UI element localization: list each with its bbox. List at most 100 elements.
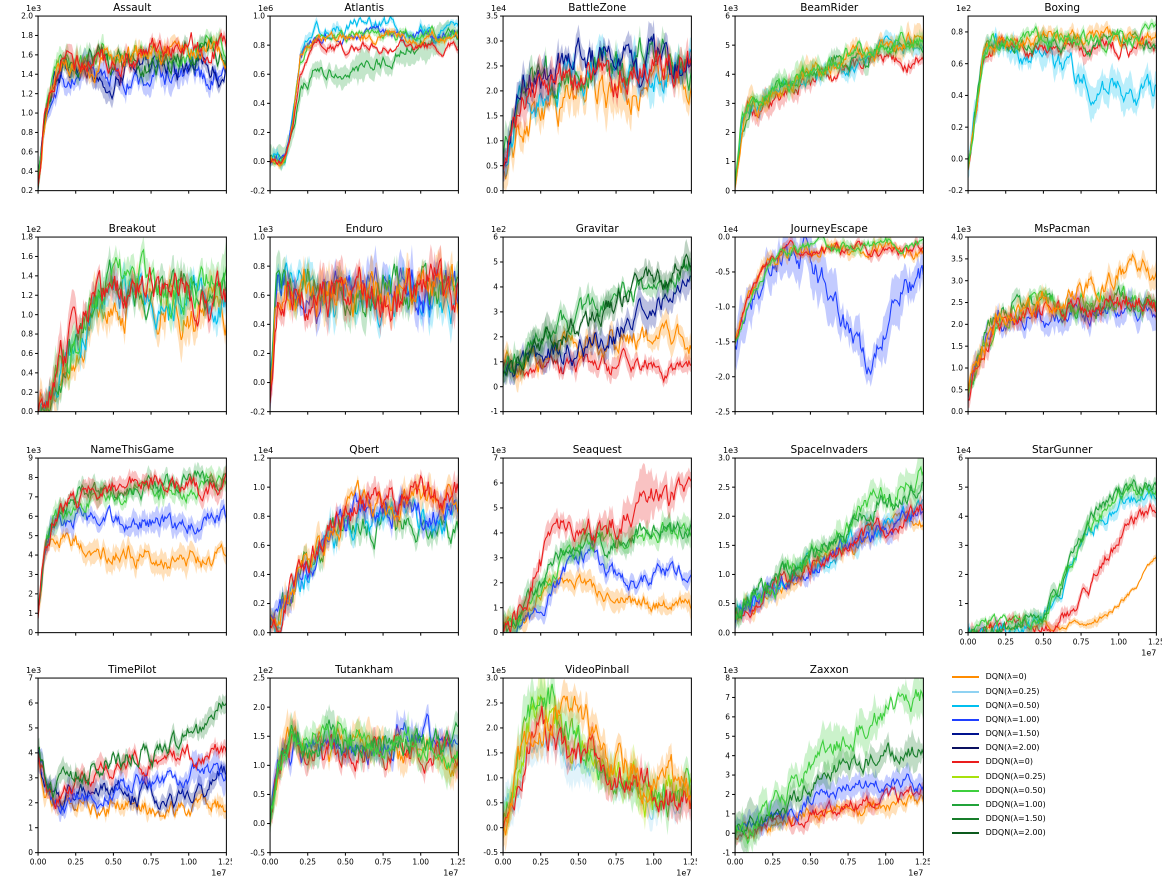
y-scale-label: 1e2 <box>956 4 971 13</box>
chart-zaxxon: -1 0 1 2 3 4 5 6 7 8 0.00 0.25 0.50 0.75 1.00 1.25 1e7 Za… <box>723 664 930 878</box>
legend-label: DDQN(λ=1.50) <box>985 814 1046 824</box>
y-tick-label: 0 <box>28 628 33 637</box>
y-tick-label: 6 <box>493 232 498 241</box>
x-tick-label: 0.50 <box>337 858 354 867</box>
y-axis: -0.2 0.0 0.2 0.4 0.6 0.8 1.0 <box>251 232 271 416</box>
legend-line-swatch <box>951 789 979 792</box>
y-tick-label: 1.5 <box>951 342 963 351</box>
legend-item: DDQN(λ=0) <box>951 755 1162 769</box>
y-tick-label: 0.5 <box>486 799 498 808</box>
y-scale-label: 1e3 <box>723 4 738 13</box>
series-line-ddqn_0 <box>38 472 227 618</box>
y-tick-label: 4 <box>28 749 33 758</box>
subplot-assault: 0.2 0.4 0.6 0.8 1.0 1.2 1.4 1.6 1.8 2.0 Assault 1e3 <box>0 0 232 221</box>
y-tick-label: 1.0 <box>21 310 33 319</box>
legend-item: DQN(λ=1.50) <box>951 727 1162 741</box>
series-line-dqn_0 <box>38 531 227 609</box>
subplot-title: Gravitar <box>576 223 620 235</box>
y-tick-label: 3 <box>28 570 33 579</box>
x-axis <box>269 632 460 636</box>
subplot-journeyescape: -2.5 -2.0 -1.5 -1.0 -0.5 0.0 JourneyEscape 1e4 <box>697 221 929 442</box>
y-tick-label: 1.0 <box>486 774 498 783</box>
chart-breakout: 0.0 0.2 0.4 0.6 0.8 1.0 1.2 1.4 1.6 1.8 Breakout 1e… <box>21 223 227 416</box>
y-tick-label: 0.8 <box>951 28 963 37</box>
series-line-dqn_0 <box>502 59 692 180</box>
series-band-ddqn_025 <box>502 678 692 840</box>
legend-label: DQN(λ=1.00) <box>985 714 1040 724</box>
y-tick-label: 5 <box>725 732 730 741</box>
x-tick-label: 0.50 <box>1035 637 1052 646</box>
y-axis: 0.2 0.4 0.6 0.8 1.0 1.2 1.4 1.6 1.8 2.0 <box>21 12 39 195</box>
y-scale-label: 1e6 <box>258 4 273 13</box>
x-axis <box>269 411 460 415</box>
y-axis: -0.2 0.0 0.2 0.4 0.6 0.8 <box>948 28 968 195</box>
y-tick-label: 1.0 <box>254 232 266 241</box>
x-tick-label: 1.25 <box>450 858 464 867</box>
y-tick-label: -2.0 <box>716 372 731 381</box>
y-tick-label: 0.0 <box>254 819 266 828</box>
y-scale-label: 1e2 <box>26 225 41 234</box>
legend-line-swatch <box>951 761 979 764</box>
legend-label: DDQN(λ=0.25) <box>985 771 1046 781</box>
y-tick-label: 0.5 <box>718 599 730 608</box>
y-tick-label: 0.0 <box>21 407 33 416</box>
x-tick-label: 0.50 <box>105 858 122 867</box>
x-axis <box>967 190 1157 194</box>
subplot-title: Enduro <box>346 223 383 235</box>
y-tick-label: 2 <box>28 589 33 598</box>
series-band-ddqn_0 <box>502 34 692 183</box>
y-tick-label: 0.8 <box>254 511 266 520</box>
x-tick-label: 0.75 <box>1072 637 1089 646</box>
series-line-ddqn_0 <box>967 295 1156 401</box>
y-scale-label: 1e4 <box>491 4 506 13</box>
y-tick-label: -2.5 <box>716 407 731 416</box>
y-tick-label: 3 <box>493 307 498 316</box>
chart-spaceinvaders: 0.0 0.5 1.0 1.5 2.0 2.5 3.0 SpaceInvaders 1e3 <box>718 444 925 637</box>
y-tick-label: 3.5 <box>951 254 963 263</box>
y-tick-label: 0 <box>493 382 498 391</box>
series-line-ddqn_0 <box>735 239 924 343</box>
y-tick-label: -1 <box>490 407 498 416</box>
series-area <box>735 20 924 191</box>
y-tick-label: 6 <box>725 713 730 722</box>
y-axis: -1 0 1 2 3 4 5 6 <box>490 232 503 416</box>
series-band-ddqn_0 <box>735 494 924 625</box>
y-axis: -0.5 0.0 0.5 1.0 1.5 2.0 2.5 <box>251 674 271 858</box>
y-tick-label: 5 <box>28 531 33 540</box>
series-line-ddqn_100 <box>967 30 1156 162</box>
y-tick-label: 0 <box>958 628 963 637</box>
y-scale-label: 1e2 <box>258 666 273 675</box>
series-area <box>735 457 924 631</box>
subplot-boxing: -0.2 0.0 0.2 0.4 0.6 0.8 Boxing 1e2 <box>930 0 1162 221</box>
y-tick-label: -0.2 <box>251 186 266 195</box>
series-line-dqn_100 <box>38 758 227 816</box>
y-tick-label: 1.2 <box>254 453 266 462</box>
y-tick-label: -0.5 <box>251 849 266 858</box>
x-tick-label: 1.00 <box>645 858 662 867</box>
y-axis: -0.2 0.0 0.2 0.4 0.6 0.8 1.0 <box>251 12 271 195</box>
legend-item: DDQN(λ=0.25) <box>951 770 1162 784</box>
y-tick-label: 3 <box>28 774 33 783</box>
legend-label: DQN(λ=0) <box>985 672 1027 682</box>
series-band-dqn_050 <box>967 481 1156 633</box>
y-tick-label: 2.0 <box>21 12 33 21</box>
x-tick-label: 0.25 <box>300 858 317 867</box>
chart-beamrider: 0 1 2 3 4 5 6 BeamRider 1e3 <box>723 2 925 195</box>
x-axis <box>734 190 925 194</box>
series-line-ddqn_0 <box>38 32 227 187</box>
series-line-ddqn_0 <box>502 475 692 633</box>
series-band-dqn_100 <box>38 497 227 617</box>
y-tick-label: 7 <box>28 492 33 501</box>
series-band-dqn_0 <box>38 34 227 191</box>
legend-label: DDQN(λ=2.00) <box>985 828 1046 838</box>
y-tick-label: 3 <box>958 540 963 549</box>
series-line-ddqn_100 <box>270 719 459 827</box>
series-band-ddqn_050 <box>270 711 459 825</box>
y-tick-label: 5 <box>493 503 498 512</box>
series-band-dqn_0 <box>735 788 924 843</box>
y-tick-label: 1 <box>725 810 730 819</box>
subplot-spaceinvaders: 0.0 0.5 1.0 1.5 2.0 2.5 3.0 SpaceInvaders 1e3 <box>697 442 929 663</box>
subplot-title: Breakout <box>109 223 156 235</box>
legend-label: DDQN(λ=0.50) <box>985 785 1046 795</box>
series-band-dqn_100 <box>270 704 459 823</box>
